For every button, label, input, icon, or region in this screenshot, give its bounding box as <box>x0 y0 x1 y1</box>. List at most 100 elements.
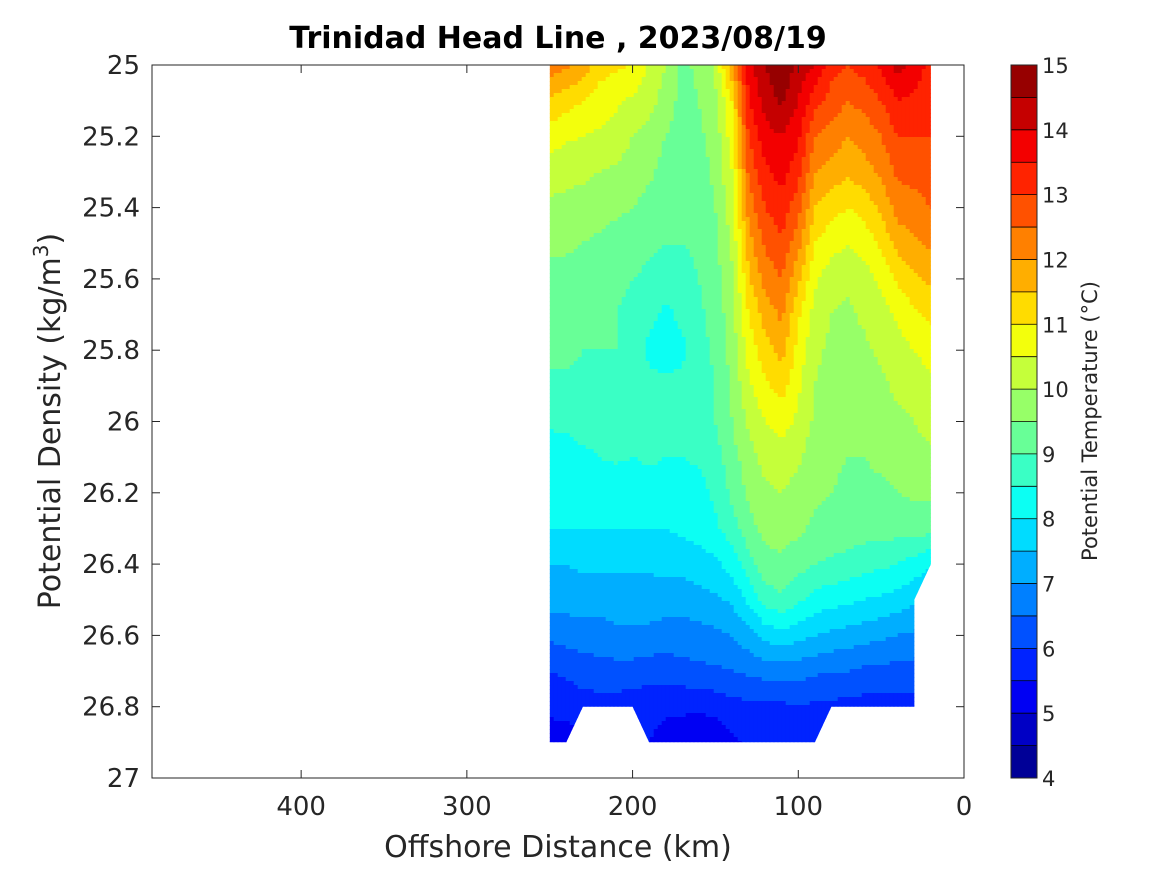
contour-cell <box>781 69 787 74</box>
contour-cell <box>897 101 903 106</box>
contour-cell <box>549 177 555 182</box>
contour-cell <box>649 217 655 222</box>
contour-cell <box>865 101 871 106</box>
contour-cell <box>909 73 915 78</box>
contour-cell <box>729 265 735 270</box>
contour-cell <box>557 249 563 254</box>
contour-cell <box>701 85 707 90</box>
contour-cell <box>661 97 667 102</box>
contour-cell <box>697 197 703 202</box>
contour-cell <box>793 261 799 266</box>
contour-cell <box>637 205 643 210</box>
contour-cell <box>581 261 587 266</box>
contour-cell <box>717 165 723 170</box>
contour-cell <box>801 121 807 126</box>
contour-cell <box>609 153 615 158</box>
contour-cell <box>677 77 683 82</box>
contour-cell <box>625 197 631 202</box>
contour-cell <box>877 221 883 226</box>
contour-cell <box>753 113 759 118</box>
contour-cell <box>561 213 567 218</box>
contour-cell <box>685 77 691 82</box>
contour-cell <box>653 129 659 134</box>
contour-cell <box>741 233 747 238</box>
contour-cell <box>841 113 847 118</box>
contour-cell <box>869 69 875 74</box>
contour-cell <box>717 69 723 74</box>
contour-cell <box>593 141 599 146</box>
contour-cell <box>673 69 679 74</box>
contour-cell <box>645 169 651 174</box>
contour-cell <box>869 157 875 162</box>
contour-cell <box>769 145 775 150</box>
contour-cell <box>725 169 731 174</box>
contour-cell <box>713 109 719 114</box>
contour-cell <box>881 85 887 90</box>
contour-cell <box>577 269 583 274</box>
contour-cell <box>761 113 767 118</box>
contour-cell <box>753 201 759 206</box>
contour-cell <box>873 141 879 146</box>
contour-cell <box>753 241 759 246</box>
contour-cell <box>925 125 931 130</box>
contour-cell <box>733 149 739 154</box>
contour-cell <box>697 209 703 214</box>
contour-cell <box>745 189 751 194</box>
contour-cell <box>677 145 683 150</box>
contour-cell <box>725 149 731 154</box>
contour-cell <box>841 129 847 134</box>
contour-cell <box>837 129 843 134</box>
contour-cell <box>713 77 719 82</box>
contour-cell <box>741 105 747 110</box>
contour-cell <box>633 117 639 122</box>
contour-cell <box>737 221 743 226</box>
contour-cell <box>721 177 727 182</box>
contour-cell <box>653 133 659 138</box>
contour-cell <box>817 221 823 226</box>
contour-cell <box>577 221 583 226</box>
contour-cell <box>725 77 731 82</box>
contour-cell <box>789 109 795 114</box>
contour-cell <box>561 105 567 110</box>
contour-cell <box>913 169 919 174</box>
contour-cell <box>593 177 599 182</box>
contour-cell <box>921 177 927 182</box>
contour-cell <box>709 265 715 270</box>
contour-cell <box>761 133 767 138</box>
contour-cell <box>605 205 611 210</box>
contour-cell <box>757 169 763 174</box>
contour-cell <box>673 137 679 142</box>
contour-cell <box>705 77 711 82</box>
contour-cell <box>689 193 695 198</box>
contour-cell <box>713 125 719 130</box>
contour-cell <box>857 189 863 194</box>
contour-cell <box>725 241 731 246</box>
contour-cell <box>813 141 819 146</box>
contour-cell <box>565 249 571 254</box>
contour-cell <box>889 193 895 198</box>
contour-cell <box>889 89 895 94</box>
contour-cell <box>789 165 795 170</box>
contour-cell <box>725 261 731 266</box>
contour-cell <box>905 69 911 74</box>
contour-cell <box>893 129 899 134</box>
contour-cell <box>721 197 727 202</box>
contour-cell <box>641 133 647 138</box>
contour-cell <box>757 129 763 134</box>
contour-cell <box>925 145 931 150</box>
contour-cell <box>725 221 731 226</box>
contour-cell <box>781 109 787 114</box>
contour-cell <box>869 241 875 246</box>
contour-cell <box>833 157 839 162</box>
contour-cell <box>929 77 931 82</box>
contour-cell <box>869 213 875 218</box>
contour-cell <box>585 129 591 134</box>
contour-cell <box>805 253 811 258</box>
contour-cell <box>593 153 599 158</box>
contour-cell <box>577 193 583 198</box>
contour-cell <box>581 181 587 186</box>
contour-cell <box>853 85 859 90</box>
contour-cell <box>777 101 783 106</box>
contour-cell <box>817 121 823 126</box>
contour-cell <box>665 185 671 190</box>
